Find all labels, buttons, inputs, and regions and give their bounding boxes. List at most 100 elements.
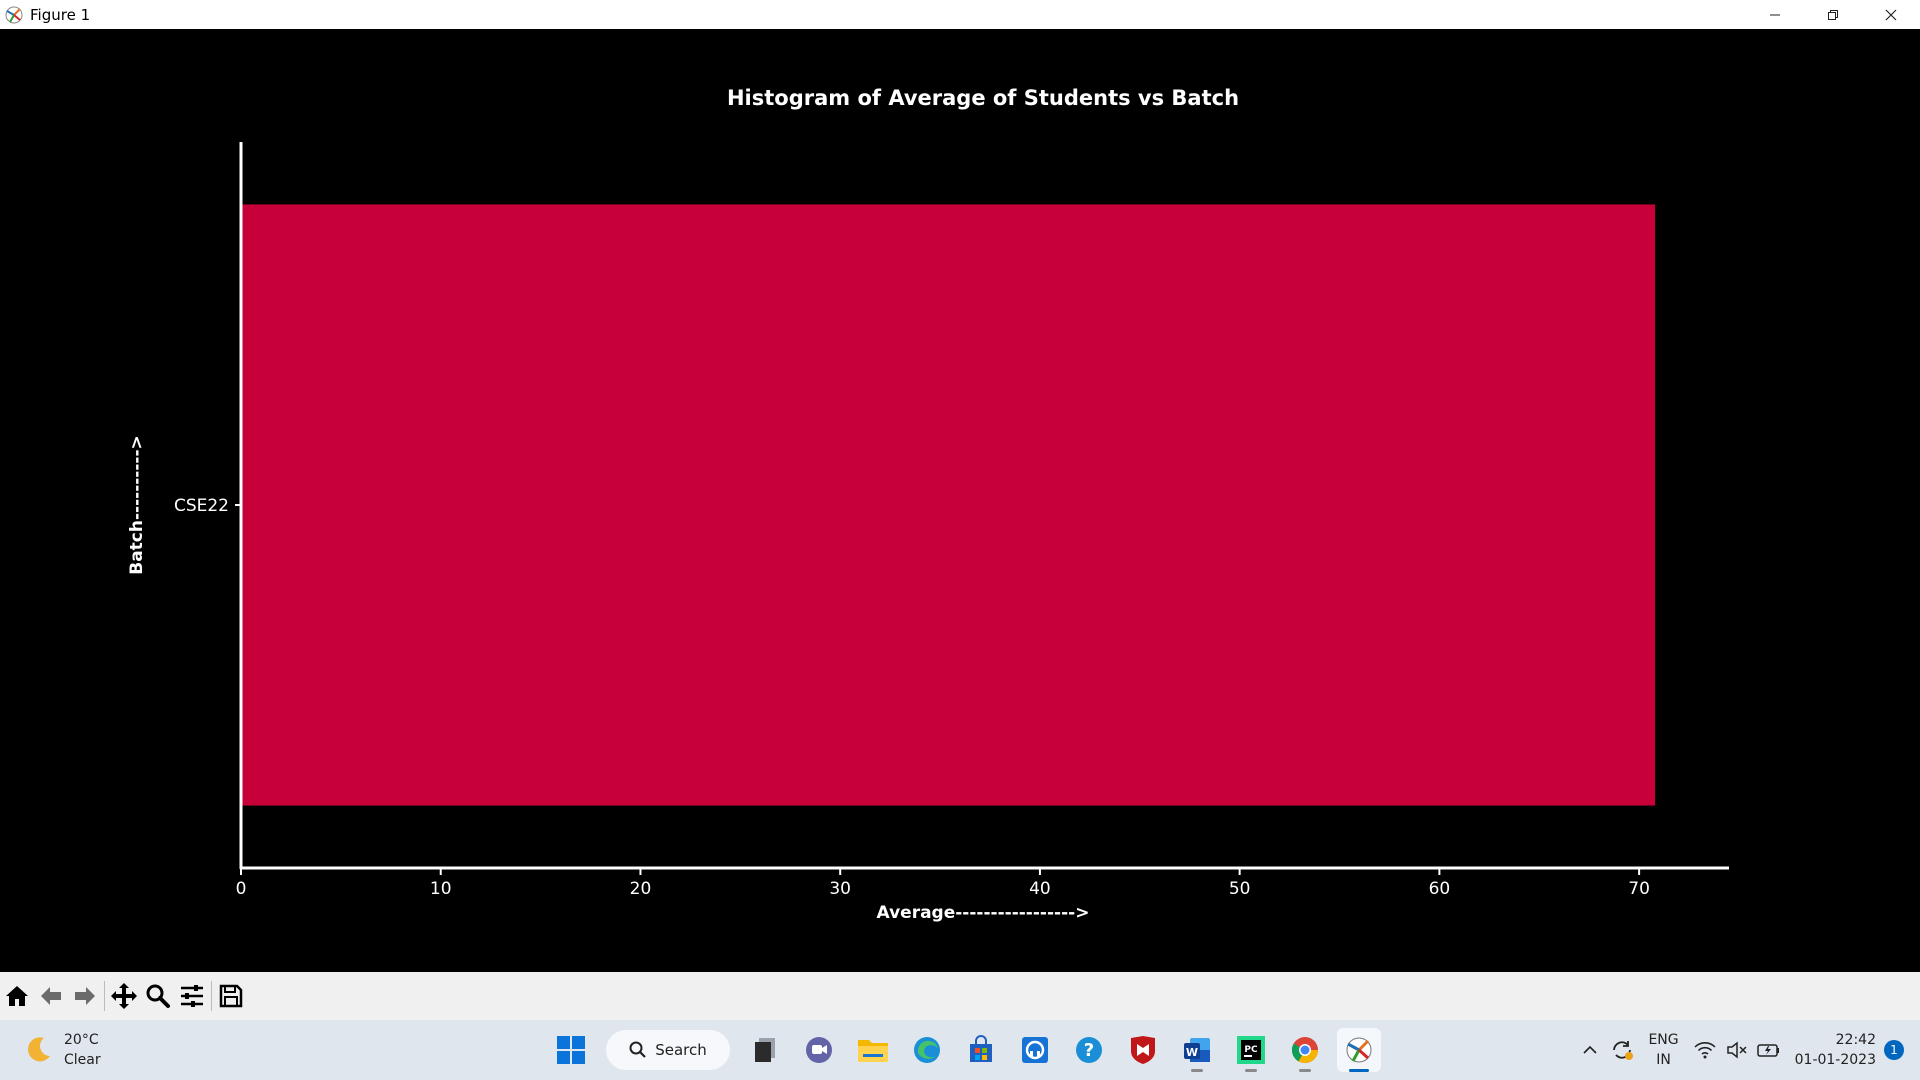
taskbar-apps: Search ? W PC — [544, 1028, 1386, 1072]
microsoft-store-icon — [970, 1035, 992, 1062]
restore-icon — [1828, 9, 1838, 20]
windows-taskbar: 20°C Clear Search ? — [0, 1020, 1920, 1080]
x-tick-label: 40 — [1029, 879, 1051, 899]
language-code: ENG — [1648, 1032, 1679, 1048]
clock-time: 22:42 — [1835, 1032, 1876, 1048]
file-explorer-icon — [858, 1040, 888, 1062]
pan-icon — [111, 983, 137, 1009]
x-tick-label: 0 — [236, 879, 247, 899]
chevron-up-icon — [1583, 1045, 1598, 1054]
bar-cse22 — [241, 204, 1656, 806]
matplotlib-icon — [1346, 1037, 1372, 1063]
x-tick-label: 70 — [1628, 879, 1650, 899]
search-label: Search — [655, 1041, 707, 1059]
running-indicator — [1299, 1069, 1311, 1072]
y-axis-label: Batch----------> — [127, 435, 147, 575]
volume-muted-icon — [1726, 1041, 1747, 1059]
edge-browser-button[interactable] — [905, 1028, 949, 1072]
task-view-button[interactable] — [743, 1028, 787, 1072]
mcafee-button[interactable] — [1121, 1028, 1165, 1072]
input-language[interactable]: ENG IN — [1648, 1030, 1678, 1070]
save-icon — [219, 984, 243, 1008]
restore-button[interactable] — [1804, 0, 1862, 29]
home-icon — [6, 986, 28, 1006]
x-tick-label: 50 — [1229, 879, 1251, 899]
battery-charging-icon — [1756, 1044, 1779, 1057]
taskbar-search[interactable]: Search — [606, 1030, 730, 1070]
window-title: Figure 1 — [30, 5, 91, 24]
weather-condition: Clear — [64, 1052, 101, 1068]
system-tray: ENG IN 22:42 01-01-2023 1 — [1574, 1020, 1920, 1080]
pycharm-button[interactable]: PC — [1229, 1028, 1273, 1072]
windows-start-icon — [557, 1036, 585, 1064]
configure-subplots-button[interactable] — [175, 976, 209, 1016]
sync-tray-button[interactable] — [1607, 1035, 1637, 1065]
support-app-button[interactable] — [1013, 1028, 1057, 1072]
toolbar-separator — [211, 981, 212, 1011]
chrome-button[interactable] — [1283, 1028, 1327, 1072]
bar-chart: Histogram of Average of Students vs Batc… — [127, 86, 1729, 923]
zoom-icon — [146, 984, 170, 1008]
back-arrow-icon — [41, 987, 61, 1005]
wifi-button[interactable] — [1690, 1035, 1720, 1065]
close-icon — [1885, 9, 1897, 20]
get-help-button[interactable]: ? — [1067, 1028, 1111, 1072]
window-titlebar: Figure 1 — [0, 0, 1920, 29]
x-tick-label: 10 — [430, 879, 452, 899]
figure-canvas[interactable]: Histogram of Average of Students vs Batc… — [0, 29, 1920, 972]
region-code: IN — [1656, 1052, 1671, 1068]
zoom-button[interactable] — [141, 976, 175, 1016]
sync-icon — [1613, 1041, 1634, 1060]
clock-date: 01-01-2023 — [1794, 1052, 1876, 1068]
start-button[interactable] — [549, 1028, 593, 1072]
pan-button[interactable] — [107, 976, 141, 1016]
weather-widget[interactable]: 20°C Clear — [22, 1030, 101, 1070]
volume-button[interactable] — [1722, 1035, 1752, 1065]
weather-temp: 20°C — [64, 1032, 99, 1048]
wifi-icon — [1694, 1042, 1716, 1059]
minimize-button[interactable] — [1746, 0, 1804, 29]
close-button[interactable] — [1862, 0, 1920, 29]
word-icon: W — [1184, 1038, 1210, 1062]
configure-subplots-icon — [181, 985, 203, 1007]
active-indicator — [1349, 1069, 1369, 1072]
chrome-icon — [1291, 1037, 1319, 1064]
chart-title: Histogram of Average of Students vs Batc… — [727, 86, 1239, 110]
toolbar-separator — [104, 981, 105, 1011]
x-tick-label: 30 — [829, 879, 851, 899]
y-tick-label: CSE22 — [174, 496, 229, 516]
file-explorer-button[interactable] — [851, 1028, 895, 1072]
forward-button[interactable] — [68, 976, 102, 1016]
x-tick-label: 60 — [1429, 879, 1451, 899]
matplotlib-toolbar — [0, 972, 1920, 1020]
x-axis-label: Average-----------------> — [877, 903, 1090, 923]
word-button[interactable]: W — [1175, 1028, 1219, 1072]
task-view-icon — [755, 1038, 775, 1062]
battery-button[interactable] — [1754, 1035, 1784, 1065]
forward-arrow-icon — [75, 987, 95, 1005]
teams-chat-icon — [806, 1037, 832, 1063]
microsoft-store-button[interactable] — [959, 1028, 1003, 1072]
edge-browser-icon — [914, 1037, 940, 1063]
clock[interactable]: 22:42 01-01-2023 — [1795, 1030, 1876, 1070]
moon-icon — [28, 1037, 50, 1062]
support-app-icon — [1022, 1037, 1048, 1063]
svg-text:W: W — [1186, 1046, 1198, 1059]
svg-text:?: ? — [1084, 1040, 1094, 1061]
help-icon: ? — [1076, 1037, 1102, 1063]
pycharm-icon: PC — [1237, 1036, 1265, 1064]
search-icon — [629, 1041, 646, 1058]
back-button[interactable] — [34, 976, 68, 1016]
running-indicator — [1191, 1069, 1203, 1072]
minimize-icon — [1770, 14, 1780, 15]
home-button[interactable] — [0, 976, 34, 1016]
matplotlib-app-icon — [5, 6, 23, 23]
running-indicator — [1245, 1069, 1257, 1072]
save-button[interactable] — [214, 976, 248, 1016]
teams-chat-button[interactable] — [797, 1028, 841, 1072]
notification-badge[interactable]: 1 — [1884, 1040, 1904, 1060]
svg-text:PC: PC — [1244, 1045, 1258, 1055]
show-hidden-icons-button[interactable] — [1575, 1035, 1605, 1065]
x-tick-label: 20 — [630, 879, 652, 899]
matplotlib-figure-button[interactable] — [1337, 1028, 1381, 1072]
